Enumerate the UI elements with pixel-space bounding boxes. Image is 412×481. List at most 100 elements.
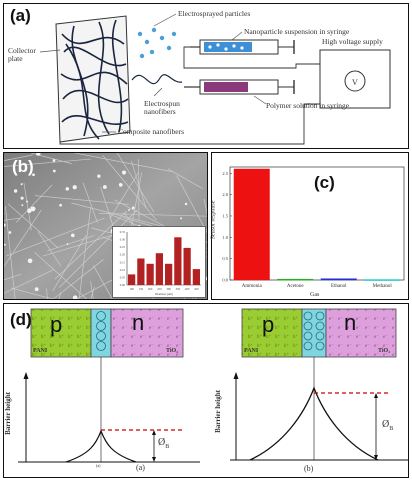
sem-particle [20, 196, 24, 200]
electrosprayed-particles-label: Electrosprayed particles [178, 9, 251, 18]
right-n-label: n [344, 310, 357, 335]
histogram-bar [165, 263, 173, 285]
sem-fiber [75, 279, 113, 299]
sem-fiber [139, 285, 155, 299]
histogram-xtick: 250 [157, 287, 162, 291]
sem-fiber [203, 198, 207, 216]
right-tio2-label: TiO₂ [378, 348, 391, 354]
sem-particle [4, 243, 6, 246]
left-barrier-curve [65, 429, 137, 463]
sem-fiber [4, 269, 54, 294]
electrospun-nanofibers-label: Electrospun nanofibers [144, 99, 180, 116]
histogram-ytick: 0.00 [120, 283, 126, 287]
collector-plate-label: Collector plate [8, 46, 36, 63]
left-n-label: n [132, 310, 145, 335]
sem-fiber [54, 211, 127, 280]
histogram-bar [146, 263, 154, 285]
panel-b-letter: (b) [12, 157, 34, 176]
gas-chart-xlabel: Gas [310, 292, 320, 298]
gas-chart-ytick: 2.5 [222, 171, 228, 176]
histogram-bar [192, 269, 200, 285]
panel-b: (b) 0.35 0.30 0.25 0.20 0.15 0.10 0.05 0.00 100 1… [3, 152, 208, 300]
histogram-ytick: 0.15 [120, 260, 126, 264]
histogram-ytick: 0.30 [120, 238, 126, 242]
histogram-ytick: 0.20 [120, 253, 126, 257]
right-phi-b: ØB [382, 419, 394, 433]
composite-nanofibers-label: Composite nanofibers [118, 127, 185, 136]
fiber-jet [131, 74, 183, 85]
sem-particle [205, 276, 207, 281]
sem-particle [118, 183, 123, 187]
left-phi-b: ØB [158, 437, 170, 451]
gas-chart-ytick: 2.0 [222, 192, 228, 197]
histogram-ytick: 0.35 [120, 230, 126, 234]
circuit-wires [59, 46, 320, 145]
left-small-mark: (a) [96, 463, 101, 468]
gas-chart-ytick: 1.5 [222, 213, 228, 218]
gas-category-label: Methanol [373, 284, 393, 289]
histogram-xtick: 200 [148, 287, 153, 291]
polymer-syringe-fluid [204, 82, 248, 92]
panel-d-letter: (d) [10, 310, 32, 329]
sem-particle [72, 185, 77, 190]
sem-fiber [10, 287, 54, 299]
sem-fiber [82, 182, 98, 224]
sem-fiber [116, 153, 155, 213]
polymer-solution-label: Polymer solution in syringe [266, 101, 350, 110]
sem-fiber [59, 209, 138, 288]
sem-particle [72, 295, 78, 299]
sem-particle [52, 159, 56, 162]
voltmeter-symbol: V [352, 78, 358, 87]
sem-particle [131, 206, 135, 210]
histogram-xtick: 450 [194, 287, 199, 291]
histogram-bar [137, 258, 145, 285]
sem-particle [26, 200, 29, 203]
gas-chart-ytick: 1.0 [222, 235, 228, 240]
inset-histogram: 0.35 0.30 0.25 0.20 0.15 0.10 0.05 0.00 100 150 20… [112, 226, 206, 298]
gas-category-label: Ammonia [242, 284, 263, 289]
sem-fiber [34, 195, 129, 205]
sem-fiber [73, 153, 172, 172]
left-diagram-mark: (a) [136, 463, 145, 472]
sem-fiber [23, 182, 32, 231]
sem-fiber [4, 154, 33, 161]
left-p-label: p [50, 312, 63, 337]
sem-particle [32, 173, 35, 177]
gas-bar-acetone [277, 278, 314, 281]
histogram-xtick: 150 [139, 287, 144, 291]
left-barrier-axis-label: Barrier height [3, 392, 12, 435]
right-barrier-axis-label: Barrier height [213, 390, 222, 433]
sem-fiber [37, 231, 62, 267]
gas-bar-ethanol [320, 278, 357, 281]
sem-particle [102, 185, 107, 189]
sem-fiber [78, 207, 92, 299]
electrospinning-setup-diagram [39, 13, 391, 145]
sem-particle [34, 287, 39, 292]
sem-fiber [90, 281, 94, 299]
sem-fiber [4, 217, 21, 221]
gas-category-label: Acetone [287, 284, 304, 289]
gas-bar-methanol [364, 279, 401, 281]
gas-bar-ammonia [233, 168, 270, 281]
histogram-ytick: 0.05 [120, 275, 126, 279]
histogram-bar [155, 253, 163, 285]
gas-chart-ylabel: Sensor response [210, 200, 217, 240]
sem-fiber [167, 168, 203, 189]
sem-fiber [93, 265, 113, 299]
histogram-bar [183, 247, 191, 285]
sem-fiber [176, 175, 207, 234]
sem-particle [13, 189, 18, 193]
sem-fiber [34, 251, 88, 299]
sem-particle [30, 206, 36, 212]
sem-particle [4, 223, 6, 227]
sem-fiber [46, 288, 48, 299]
right-junction [241, 308, 397, 358]
histogram-xlabel: Diameter (nm) [155, 292, 173, 296]
sem-particle [184, 202, 188, 206]
sem-fiber [6, 217, 105, 257]
panel-c-letter: (c) [314, 173, 335, 192]
voltmeter-icon [344, 70, 366, 92]
sem-particle [180, 217, 183, 220]
high-voltage-supply-label: High voltage supply [322, 37, 383, 46]
